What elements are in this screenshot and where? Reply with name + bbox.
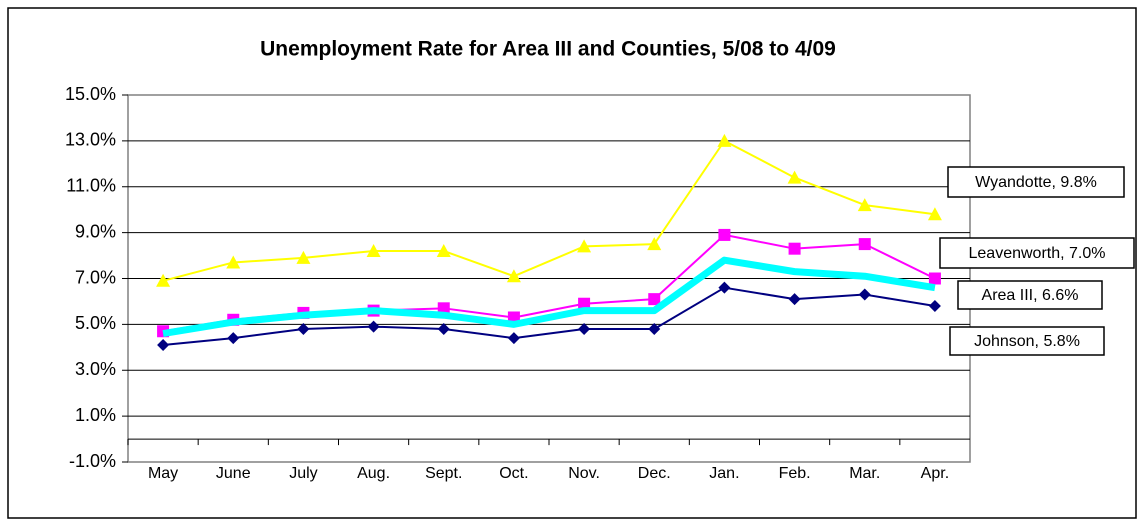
marker: [156, 273, 171, 287]
series-label-box: [939, 237, 1135, 269]
series-line: [162, 286, 936, 347]
y-tick-label: 9.0%: [75, 221, 116, 241]
y-tick-label: 15.0%: [65, 84, 116, 104]
marker: [367, 320, 380, 333]
marker: [718, 281, 731, 294]
marker: [718, 228, 731, 241]
x-tick-label: July: [289, 465, 317, 482]
marker: [858, 238, 871, 251]
marker: [927, 207, 942, 221]
x-tick-label: Mar.: [849, 465, 880, 482]
x-tick-label: Feb.: [779, 465, 811, 482]
x-tick-label: Nov.: [568, 465, 600, 482]
x-tick-label: Apr.: [921, 465, 949, 482]
series-label: Wyandotte, 9.8%: [975, 174, 1097, 191]
marker: [577, 239, 592, 253]
marker: [297, 322, 310, 335]
y-tick-label: 11.0%: [66, 176, 116, 196]
marker: [717, 133, 732, 147]
x-tick-label: May: [148, 465, 178, 482]
series-label: Johnson, 5.8%: [974, 333, 1080, 350]
x-tick-label: Oct.: [499, 465, 528, 482]
marker: [928, 272, 941, 285]
marker: [226, 255, 241, 269]
marker: [296, 250, 311, 264]
marker: [787, 170, 802, 184]
series-label-box: [957, 280, 1103, 310]
x-tick-label: June: [216, 465, 251, 482]
marker: [227, 332, 240, 345]
y-tick-label: 13.0%: [65, 130, 116, 150]
marker: [928, 300, 941, 313]
marker: [788, 293, 801, 306]
y-tick-label: 1.0%: [75, 405, 116, 425]
marker: [437, 322, 450, 335]
x-tick-label: Dec.: [638, 465, 671, 482]
x-tick-label: Aug.: [357, 465, 390, 482]
series-label: Leavenworth, 7.0%: [969, 245, 1106, 262]
series-label-box: [947, 166, 1125, 198]
y-tick-label: -1.0%: [69, 451, 116, 471]
series-label: Area III, 6.6%: [982, 287, 1079, 304]
marker: [578, 322, 591, 335]
chart-title: Unemployment Rate for Area III and Count…: [260, 38, 836, 61]
marker: [507, 332, 520, 345]
marker: [648, 322, 661, 335]
marker: [858, 288, 871, 301]
x-tick-label: Sept.: [425, 465, 462, 482]
marker: [436, 243, 451, 257]
x-tick-label: Jan.: [709, 465, 739, 482]
marker: [437, 302, 450, 315]
y-tick-label: 3.0%: [75, 359, 116, 379]
marker: [506, 269, 521, 283]
marker: [157, 339, 170, 352]
marker: [647, 237, 662, 251]
marker: [507, 311, 520, 324]
marker: [366, 243, 381, 257]
series-line: [162, 139, 936, 282]
y-tick-label: 7.0%: [75, 267, 116, 287]
y-tick-label: 5.0%: [75, 313, 116, 333]
series-line: [162, 256, 936, 338]
series-label-box: [949, 326, 1105, 356]
marker: [788, 242, 801, 255]
marker: [648, 293, 661, 306]
marker: [857, 198, 872, 212]
marker: [578, 297, 591, 310]
